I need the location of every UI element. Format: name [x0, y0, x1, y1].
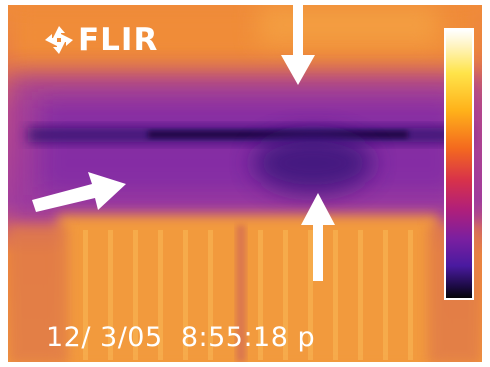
cold-seam-core	[148, 131, 408, 138]
cold-spot	[253, 133, 373, 193]
thermal-scene	[8, 5, 482, 362]
lower-panel-left	[8, 225, 68, 362]
arrow-up-icon	[301, 193, 335, 281]
arrow-right-icon	[32, 172, 126, 212]
thermal-image: FLIR 12/ 3/05 8:55:18 p	[8, 5, 482, 362]
flir-logo-icon	[45, 26, 73, 54]
upper-right-wall	[258, 5, 438, 45]
panel-divider	[236, 225, 246, 362]
timestamp: 12/ 3/05 8:55:18 p	[46, 322, 316, 353]
flir-logo: FLIR	[44, 23, 158, 57]
arrow-down-icon	[281, 5, 315, 85]
lower-panel	[58, 215, 438, 362]
color-scale-bar	[444, 28, 474, 300]
brand-text: FLIR	[78, 22, 159, 58]
panel-stripes	[83, 230, 413, 360]
